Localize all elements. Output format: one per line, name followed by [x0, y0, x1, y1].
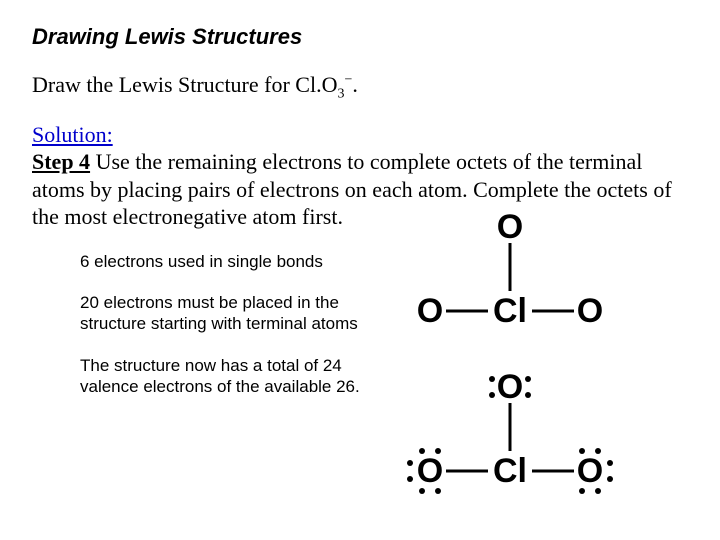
lewis-structure-1: O Cl O O — [380, 237, 640, 347]
step-label: Step 4 — [32, 149, 90, 174]
note-2: 20 electrons must be placed in the struc… — [80, 292, 380, 335]
lone-pair-dot — [419, 448, 425, 454]
atom-cl: Cl — [493, 294, 527, 328]
step-body: Use the remaining electrons to complete … — [32, 149, 672, 229]
lone-pair-dot — [407, 460, 413, 466]
lone-pair-dot — [607, 460, 613, 466]
atom-o-left: O — [417, 454, 443, 488]
atom-o-left: O — [417, 294, 443, 328]
page-title: Drawing Lewis Structures — [32, 24, 688, 50]
bond-h-right — [532, 309, 574, 312]
solution-block: Solution: Step 4 Use the remaining elect… — [32, 122, 688, 231]
bond-v — [509, 403, 512, 451]
note-1: 6 electrons used in single bonds — [80, 251, 380, 272]
lewis-structure-2: O Cl O O — [380, 367, 640, 507]
bond-h-left — [446, 469, 488, 472]
content-row: 6 electrons used in single bonds 20 elec… — [32, 237, 688, 417]
lone-pair-dot — [525, 392, 531, 398]
lone-pair-dot — [595, 448, 601, 454]
atom-o-top: O — [497, 210, 523, 244]
lone-pair-dot — [489, 376, 495, 382]
problem-statement: Draw the Lewis Structure for Cl.O3−. — [32, 72, 688, 102]
bond-h-right — [532, 469, 574, 472]
solution-label: Solution: — [32, 122, 113, 147]
lone-pair-dot — [419, 488, 425, 494]
lone-pair-dot — [435, 448, 441, 454]
atom-o-top: O — [497, 370, 523, 404]
diagrams-column: O Cl O O O Cl O O — [380, 237, 688, 417]
bond-v — [509, 243, 512, 291]
lone-pair-dot — [579, 488, 585, 494]
bond-h-left — [446, 309, 488, 312]
atom-o-right: O — [577, 454, 603, 488]
lone-pair-dot — [595, 488, 601, 494]
lone-pair-dot — [525, 376, 531, 382]
problem-suffix: . — [352, 72, 358, 97]
atom-cl: Cl — [493, 454, 527, 488]
problem-prefix: Draw the Lewis Structure for Cl.O — [32, 72, 337, 97]
lone-pair-dot — [489, 392, 495, 398]
lone-pair-dot — [407, 476, 413, 482]
lone-pair-dot — [435, 488, 441, 494]
atom-o-right: O — [577, 294, 603, 328]
notes-column: 6 electrons used in single bonds 20 elec… — [32, 237, 380, 417]
problem-sub: 3 — [337, 86, 344, 101]
step-text: Step 4 Use the remaining electrons to co… — [32, 148, 688, 231]
lone-pair-dot — [607, 476, 613, 482]
lone-pair-dot — [579, 448, 585, 454]
note-3: The structure now has a total of 24 vale… — [80, 355, 380, 398]
